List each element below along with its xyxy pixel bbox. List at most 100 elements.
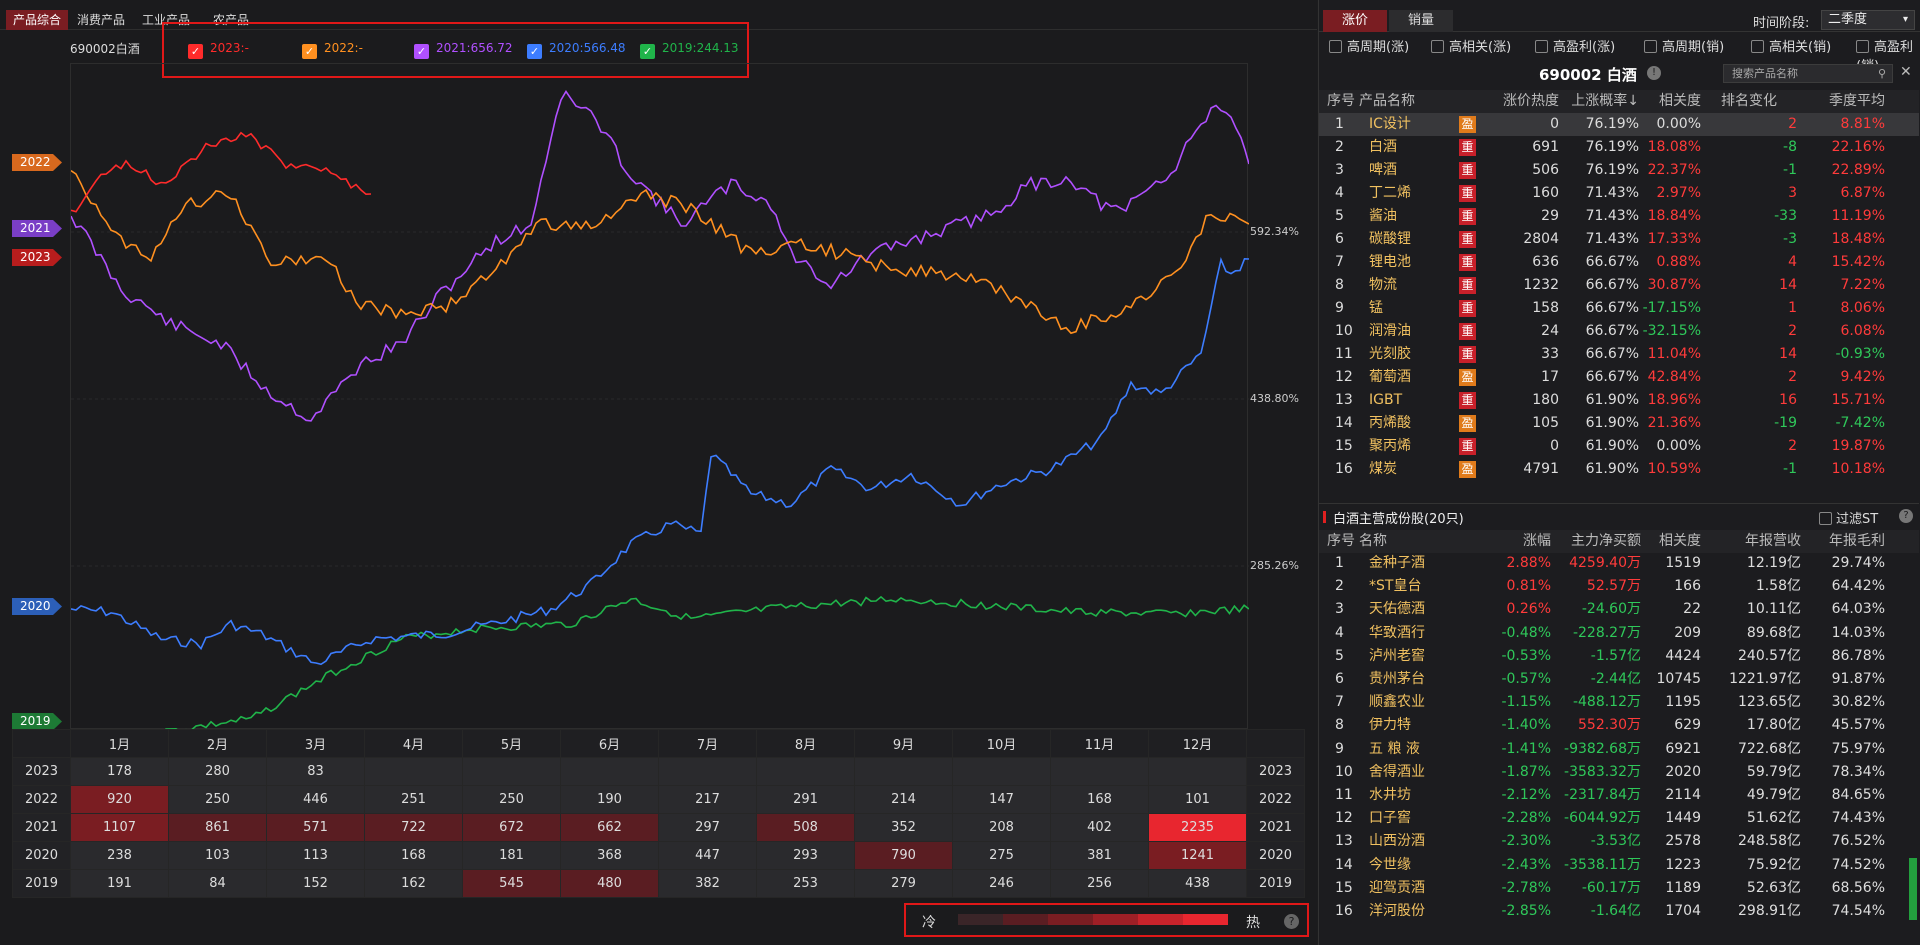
table-row[interactable]: 3 天佑德酒 0.26% -24.60万 22 10.11亿 64.03% [1335,601,1885,618]
heat-cell[interactable]: 113 [266,841,365,870]
table-row[interactable]: 4 丁二烯重 160 71.43% 2.97% 3 6.87% [1335,185,1885,202]
table-row[interactable]: 6 碳酸锂重 2804 71.43% 17.33% -3 18.48% [1335,231,1885,248]
heat-cell[interactable] [560,757,659,786]
legend-item[interactable]: ✓ 2023:- [188,40,249,59]
column-header[interactable]: 序号 [1327,93,1355,109]
table-row[interactable]: 12 口子窖 -2.28% -6044.92万 1449 51.62亿 74.43% [1335,810,1885,827]
legend-item[interactable]: ✓ 2019:244.13 [640,40,739,59]
heat-cell[interactable]: 178 [70,757,169,786]
heat-cell[interactable]: 251 [364,785,463,814]
table-row[interactable]: 6 贵州茅台 -0.57% -2.44亿 10745 1221.97亿 91.87% [1335,671,1885,687]
filter-checkbox[interactable]: 高相关(涨) [1431,36,1511,55]
heat-cell[interactable]: 191 [70,869,169,898]
heat-cell[interactable]: 181 [462,841,561,870]
help-icon[interactable]: ? [1284,914,1299,929]
heat-cell[interactable]: 84 [168,869,267,898]
column-header[interactable]: 排名变化 [1721,93,1777,109]
table-row[interactable]: 2 *ST皇台 0.81% 52.57万 166 1.58亿 64.42% [1335,578,1885,595]
column-header[interactable]: 涨价热度 [1503,93,1559,109]
heat-cell[interactable]: 402 [1050,813,1149,842]
column-header[interactable]: 年报营收 [1745,533,1801,549]
heat-cell[interactable]: 381 [1050,841,1149,870]
close-icon[interactable]: ✕ [1900,64,1912,80]
heat-cell[interactable]: 382 [658,869,757,898]
table-row[interactable]: 1 金种子酒 2.88% 4259.40万 1519 12.19亿 29.74% [1335,555,1885,571]
heat-cell[interactable] [462,757,561,786]
help-icon[interactable]: ? [1899,509,1913,523]
heat-cell[interactable]: 147 [952,785,1051,814]
heat-cell[interactable]: 101 [1148,785,1247,814]
table-row[interactable]: 15 迎驾贡酒 -2.78% -60.17万 1189 52.63亿 68.56% [1335,879,1885,896]
table-row[interactable]: 14 丙烯酸盈 105 61.90% 21.36% -19 -7.42% [1335,415,1885,432]
heat-cell[interactable]: 1107 [70,813,169,842]
heat-cell[interactable]: 190 [560,785,659,814]
heat-cell[interactable]: 168 [364,841,463,870]
table-row[interactable]: 8 物流重 1232 66.67% 30.87% 14 7.22% [1335,277,1885,294]
heat-cell[interactable]: 480 [560,869,659,898]
heat-cell[interactable]: 103 [168,841,267,870]
heat-cell[interactable]: 217 [658,785,757,814]
filter-checkbox[interactable]: 高相关(销) [1751,36,1831,55]
table-row[interactable]: 3 啤酒重 506 76.19% 22.37% -1 22.89% [1335,162,1885,179]
legend-item[interactable]: ✓ 2021:656.72 [414,40,513,59]
column-header[interactable]: 涨幅 [1523,533,1551,549]
heat-cell[interactable]: 920 [70,785,169,814]
tab-product-overview[interactable]: 产品综合 [6,10,69,30]
column-header[interactable]: 相关度 [1659,533,1701,549]
heat-cell[interactable] [952,757,1051,786]
heat-cell[interactable]: 253 [756,869,855,898]
filter-checkbox[interactable]: 高周期(销) [1644,36,1724,55]
table-row[interactable]: 2 白酒重 691 76.19% 18.08% -8 22.16% [1335,139,1885,156]
heat-cell[interactable]: 662 [560,813,659,842]
heat-cell[interactable] [1050,757,1149,786]
table-row[interactable]: 8 伊力特 -1.40% 552.30万 629 17.80亿 45.57% [1335,717,1885,734]
table-row[interactable]: 12 葡萄酒盈 17 66.67% 42.84% 2 9.42% [1335,369,1885,386]
heat-cell[interactable]: 279 [854,869,953,898]
heat-cell[interactable]: 447 [658,841,757,870]
heat-cell[interactable]: 291 [756,785,855,814]
tab-sales[interactable]: 销量 [1389,10,1453,32]
heat-cell[interactable]: 446 [266,785,365,814]
heat-cell[interactable]: 297 [658,813,757,842]
heat-cell[interactable]: 438 [1148,869,1247,898]
heat-cell[interactable]: 83 [266,757,365,786]
column-header[interactable]: 主力净买额 [1571,533,1641,549]
heat-cell[interactable]: 672 [462,813,561,842]
heat-cell[interactable] [756,757,855,786]
heat-cell[interactable]: 571 [266,813,365,842]
heat-cell[interactable]: 368 [560,841,659,870]
heat-cell[interactable]: 246 [952,869,1051,898]
table-row[interactable]: 16 煤炭盈 4791 61.90% 10.59% -1 10.18% [1335,461,1885,478]
tab-price[interactable]: 涨价 [1323,10,1387,32]
search-input[interactable]: 搜索产品名称 ⚲ [1723,64,1893,83]
heat-cell[interactable]: 1241 [1148,841,1247,870]
heat-cell[interactable]: 293 [756,841,855,870]
heat-cell[interactable]: 208 [952,813,1051,842]
heat-cell[interactable]: 508 [756,813,855,842]
heat-cell[interactable]: 162 [364,869,463,898]
tab-consumer[interactable]: 消费产品 [77,13,126,27]
heat-cell[interactable]: 238 [70,841,169,870]
heat-cell[interactable]: 152 [266,869,365,898]
column-header[interactable]: 序号 [1327,533,1355,549]
heat-cell[interactable]: 861 [168,813,267,842]
heat-cell[interactable]: 168 [1050,785,1149,814]
column-header[interactable]: 年报毛利 [1829,533,1885,549]
table-row[interactable]: 5 泸州老窖 -0.53% -1.57亿 4424 240.57亿 86.78% [1335,647,1885,664]
column-header[interactable]: 相关度 [1659,93,1701,109]
table-row[interactable]: 4 华致酒行 -0.48% -228.27万 209 89.68亿 14.03% [1335,624,1885,641]
table-row[interactable]: 9 锰重 158 66.67% -17.15% 1 8.06% [1335,300,1885,317]
table-row[interactable]: 10 舍得酒业 -1.87% -3583.32万 2020 59.79亿 78.34% [1335,763,1885,780]
filter-st-checkbox[interactable]: 过滤ST [1819,508,1878,527]
table-row[interactable]: 13 IGBT 重 180 61.90% 18.96% 16 15.71% [1335,392,1885,409]
scrollbar-indicator[interactable] [1909,858,1917,920]
table-row[interactable]: 5 酱油重 29 71.43% 18.84% -33 11.19% [1335,208,1885,225]
table-row[interactable]: 15 聚丙烯重 0 61.90% 0.00% 2 19.87% [1335,438,1885,455]
table-row[interactable]: 13 山西汾酒 -2.30% -3.53亿 2578 248.58亿 76.52% [1335,833,1885,850]
info-icon[interactable]: ! [1647,66,1661,80]
table-row[interactable]: 11 水井坊 -2.12% -2317.84万 2114 49.79亿 84.65% [1335,787,1885,803]
column-header[interactable]: 上涨概率↓ [1571,93,1639,109]
column-header[interactable]: 产品名称 [1359,93,1415,109]
legend-item[interactable]: ✓ 2020:566.48 [527,40,626,59]
